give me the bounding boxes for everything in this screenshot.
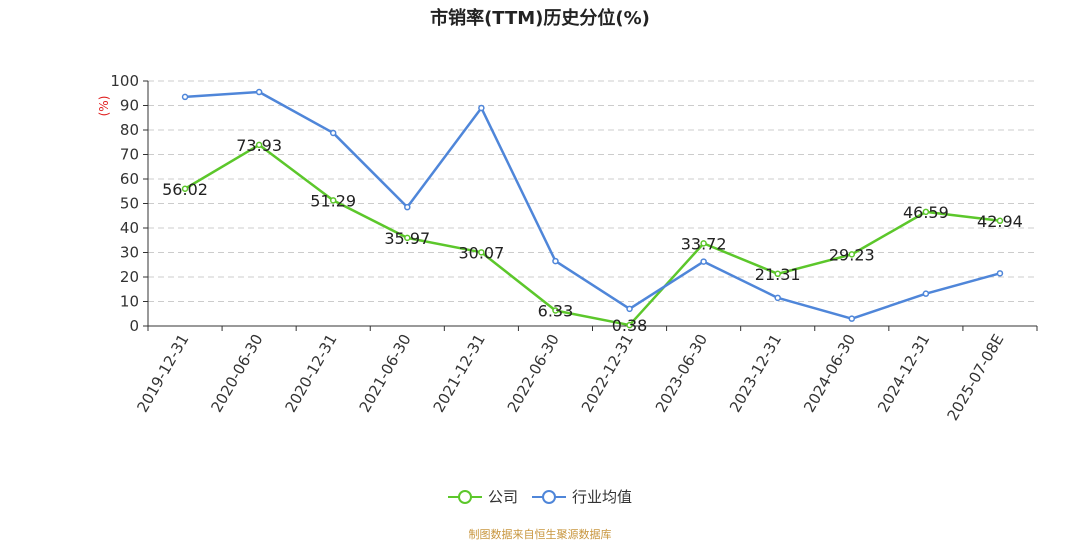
legend-company-marker bbox=[447, 489, 482, 504]
x-tick-label: 2020-06-30 bbox=[207, 331, 266, 416]
y-tick-label: 60 bbox=[120, 170, 139, 188]
y-axis-label: (%) bbox=[97, 96, 111, 117]
x-tick-label: 2024-12-31 bbox=[874, 331, 933, 416]
legend-industry-marker bbox=[532, 489, 566, 504]
data-labels: 56.02 73.93 51.29 35.97 30.07 6.33 0.38 33.72 21… bbox=[162, 136, 1023, 335]
data-point bbox=[329, 197, 337, 204]
data-point bbox=[700, 240, 707, 247]
data-point bbox=[478, 249, 485, 256]
data-point bbox=[700, 258, 707, 265]
series-points bbox=[181, 88, 1004, 329]
x-tick-label: 2025-07-08E bbox=[944, 331, 1008, 424]
y-tick-label: 0 bbox=[129, 317, 139, 335]
data-point bbox=[774, 294, 781, 302]
y-tick-label: 40 bbox=[120, 219, 139, 237]
chart-title: 市销率(TTM)历史分位(%) bbox=[430, 8, 650, 29]
y-tick-label: 10 bbox=[120, 293, 139, 311]
x-tick-label: 2024-06-30 bbox=[800, 331, 859, 416]
data-label: 42.94 bbox=[977, 212, 1023, 231]
data-label: 73.93 bbox=[236, 136, 282, 155]
y-tick-label: 90 bbox=[120, 97, 139, 115]
x-tick-label: 2021-06-30 bbox=[356, 331, 415, 416]
legend-label-industry: 行业均值 bbox=[572, 488, 633, 506]
data-point bbox=[848, 251, 856, 258]
data-label: 33.72 bbox=[681, 234, 727, 253]
x-tick-label: 2019-12-31 bbox=[133, 331, 192, 416]
data-point bbox=[404, 203, 411, 211]
data-point bbox=[404, 234, 411, 242]
legend-item-industry[interactable]: 行业均值 bbox=[532, 486, 632, 507]
axes: 0 10 20 30 40 50 60 70 80 90 100 2019-12-31 2020-06-… bbox=[110, 72, 1038, 424]
y-tick-label: 20 bbox=[120, 268, 139, 286]
y-tick-label: 70 bbox=[120, 146, 139, 164]
data-point bbox=[552, 257, 559, 265]
grid-lines bbox=[148, 80, 1037, 302]
series-line-1 bbox=[184, 90, 1001, 320]
data-point bbox=[626, 321, 633, 329]
x-tick-label: 2022-12-31 bbox=[578, 331, 637, 416]
data-label: 30.07 bbox=[458, 243, 504, 262]
data-point bbox=[181, 185, 189, 193]
source-note: 制图数据来自恒生聚源数据库 bbox=[468, 528, 612, 541]
data-point bbox=[626, 305, 633, 313]
data-point bbox=[922, 208, 930, 216]
data-point bbox=[552, 307, 559, 314]
series-lines bbox=[184, 90, 1001, 327]
data-point bbox=[922, 290, 930, 297]
data-point bbox=[255, 88, 263, 96]
data-point bbox=[181, 93, 189, 101]
data-label: 0.38 bbox=[612, 316, 648, 335]
data-point bbox=[255, 141, 263, 149]
legend-item-company[interactable]: 公司 bbox=[447, 486, 518, 507]
data-label: 29.23 bbox=[829, 245, 875, 264]
legend: 公司 行业均值 bbox=[0, 486, 1080, 507]
data-label: 51.29 bbox=[310, 191, 356, 210]
y-tick-label: 80 bbox=[120, 121, 139, 139]
data-point bbox=[996, 270, 1004, 277]
x-tick-label: 2020-12-31 bbox=[281, 331, 340, 416]
data-label: 21.31 bbox=[755, 265, 801, 284]
data-point bbox=[848, 315, 856, 322]
x-tick-label: 2023-12-31 bbox=[726, 331, 785, 416]
y-tick-label: 30 bbox=[120, 244, 139, 262]
data-label: 46.59 bbox=[903, 203, 949, 222]
series-line-0 bbox=[184, 143, 1001, 327]
data-point bbox=[478, 104, 485, 112]
y-tick-label: 50 bbox=[120, 195, 139, 213]
legend-label-company: 公司 bbox=[487, 488, 518, 506]
data-point bbox=[329, 129, 337, 137]
data-label: 6.33 bbox=[538, 301, 574, 320]
data-label: 35.97 bbox=[384, 229, 430, 248]
data-label: 56.02 bbox=[162, 180, 208, 199]
x-tick-label: 2021-12-31 bbox=[430, 331, 489, 416]
data-point bbox=[996, 217, 1004, 225]
y-tick-label: 100 bbox=[110, 72, 139, 90]
data-point bbox=[774, 270, 781, 278]
x-tick-label: 2022-06-30 bbox=[504, 331, 563, 416]
x-tick-label: 2023-06-30 bbox=[652, 331, 711, 416]
